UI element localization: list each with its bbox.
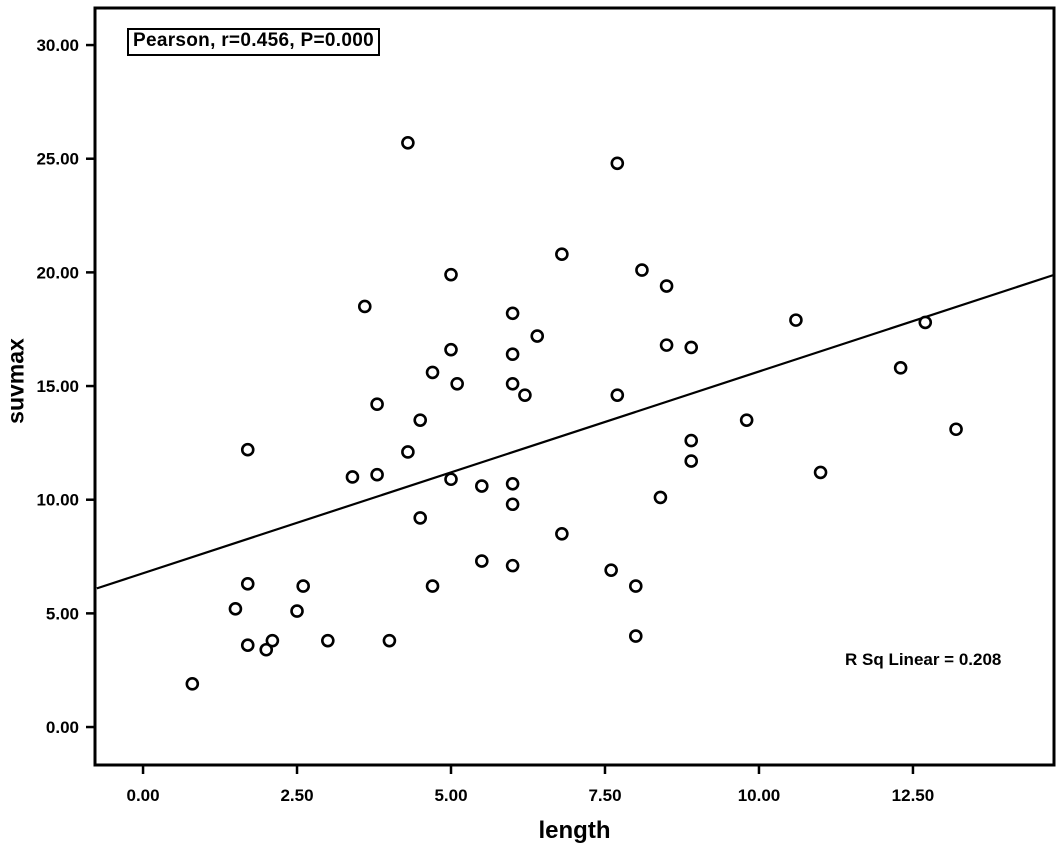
y-tick-label: 25.00	[36, 150, 79, 169]
data-point	[893, 361, 908, 375]
data-point	[684, 454, 699, 468]
data-point	[296, 579, 310, 593]
data-point	[610, 388, 625, 402]
x-tick-label: 5.00	[434, 786, 467, 805]
data-point	[659, 338, 674, 352]
data-point	[345, 470, 360, 484]
data-point	[382, 633, 397, 648]
data-point	[444, 342, 458, 357]
x-tick-label: 0.00	[126, 786, 159, 805]
data-point	[370, 397, 384, 412]
x-axis-title: length	[538, 817, 611, 844]
data-point	[444, 267, 458, 282]
data-point	[444, 472, 458, 487]
data-point	[425, 579, 440, 593]
data-point	[357, 299, 372, 314]
data-point	[240, 638, 255, 652]
y-axis-title: suvmax	[2, 338, 29, 424]
data-point	[321, 633, 335, 648]
data-point	[228, 602, 243, 616]
data-point	[918, 315, 933, 330]
data-point	[949, 422, 963, 437]
data-point	[604, 563, 618, 577]
y-tick-label: 15.00	[36, 377, 79, 396]
data-point	[413, 413, 428, 427]
data-point	[401, 136, 415, 150]
data-point	[653, 490, 668, 505]
data-point	[659, 279, 674, 293]
data-point	[518, 388, 532, 402]
data-point	[684, 433, 699, 448]
regression-line	[96, 273, 1055, 590]
data-point	[290, 604, 304, 618]
data-point	[505, 558, 520, 573]
data-point	[475, 554, 489, 568]
data-point	[475, 479, 489, 493]
data-point	[610, 156, 625, 171]
data-point	[555, 247, 569, 261]
data-point	[505, 306, 520, 321]
x-tick-label: 12.50	[892, 786, 935, 805]
y-tick-label: 30.00	[36, 36, 79, 55]
data-point	[628, 629, 643, 643]
data-point	[505, 376, 520, 391]
data-point	[240, 577, 255, 591]
data-point	[789, 313, 803, 327]
data-point	[425, 365, 440, 380]
data-point	[684, 340, 699, 355]
data-point	[505, 347, 520, 362]
y-tick-label: 10.00	[36, 491, 79, 510]
pearson-annotation-box: Pearson, r=0.456, P=0.000	[127, 28, 380, 56]
data-point	[739, 413, 754, 427]
data-point	[530, 329, 545, 343]
data-point	[240, 442, 255, 457]
data-point	[401, 445, 415, 459]
data-point	[555, 527, 569, 541]
data-point	[450, 376, 464, 391]
data-point	[628, 579, 643, 593]
x-tick-label: 10.00	[738, 786, 781, 805]
data-point	[265, 633, 280, 648]
r-squared-label: R Sq Linear = 0.208	[845, 650, 1002, 669]
data-point	[259, 642, 274, 657]
data-point	[813, 465, 828, 480]
plot-frame	[93, 6, 1056, 767]
data-point	[505, 476, 520, 491]
y-tick-label: 20.00	[36, 263, 79, 282]
y-tick-label: 5.00	[46, 604, 79, 623]
y-tick-label: 0.00	[46, 718, 79, 737]
data-point	[635, 263, 649, 277]
data-point	[505, 497, 520, 512]
data-point	[185, 677, 200, 691]
x-tick-label: 7.50	[588, 786, 621, 805]
data-point	[370, 467, 384, 482]
x-tick-label: 2.50	[280, 786, 313, 805]
data-point	[413, 511, 428, 525]
